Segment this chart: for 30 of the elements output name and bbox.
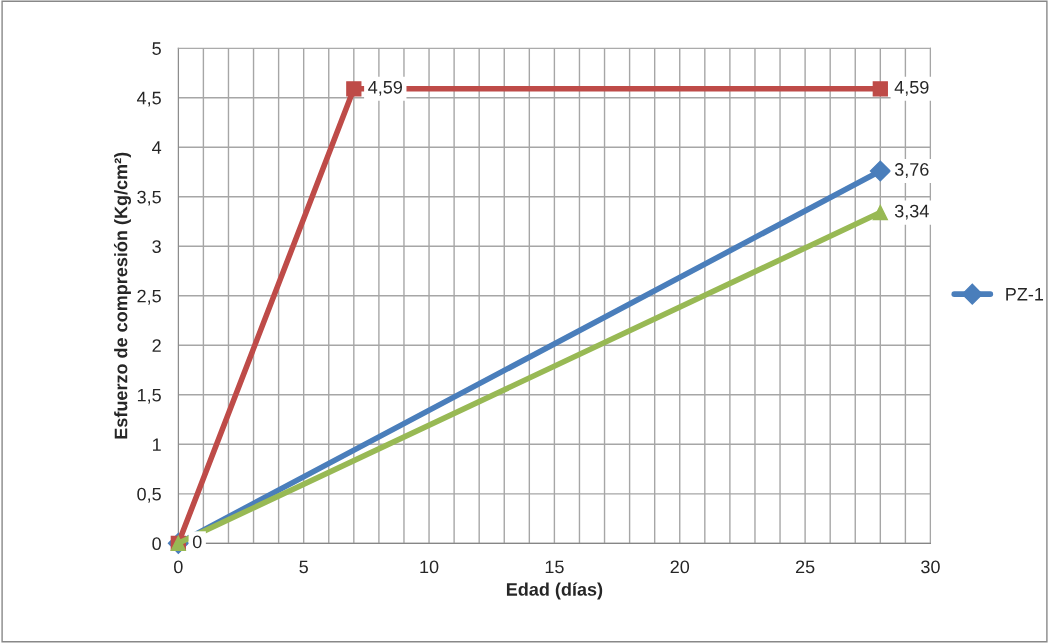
- data-label: 4,59: [368, 80, 402, 96]
- legend-label: PZ-1: [1006, 288, 1044, 301]
- y-tick-label: 2: [152, 339, 161, 352]
- y-tick-label: 2,5: [137, 289, 161, 305]
- y-tick-label: 0: [152, 537, 161, 551]
- point: [872, 81, 888, 97]
- point: [346, 81, 362, 97]
- data-label: 3,34: [894, 204, 929, 220]
- x-tick-label: 25: [795, 560, 815, 574]
- y-tick-label: 3: [152, 240, 161, 253]
- y-tick-label: 5: [152, 42, 161, 55]
- data-label: 4,59: [894, 80, 929, 96]
- y-axis-title: Esfuerzo de compresión (Kg/cm²): [113, 152, 132, 439]
- x-axis-title: Edad (días): [506, 582, 603, 600]
- data-label: 3,76: [894, 163, 929, 178]
- x-tick-label: 30: [921, 560, 940, 574]
- x-tick-label: 0: [174, 560, 183, 574]
- x-tick-label: 20: [670, 560, 690, 574]
- y-tick-label: 1,5: [137, 388, 161, 404]
- x-tick-label: 15: [545, 560, 564, 574]
- y-tick-label: 1: [153, 438, 161, 451]
- y-tick-label: 4,5: [136, 91, 161, 107]
- y-tick-label: 4: [152, 141, 162, 154]
- y-tick-label: 0,5: [137, 487, 161, 503]
- x-tick-label: 5: [299, 560, 308, 574]
- y-tick-label: 3,5: [137, 190, 161, 206]
- x-tick-label: 10: [420, 560, 439, 574]
- point: [869, 160, 891, 182]
- data-label: 0: [192, 535, 202, 549]
- point: [872, 204, 888, 221]
